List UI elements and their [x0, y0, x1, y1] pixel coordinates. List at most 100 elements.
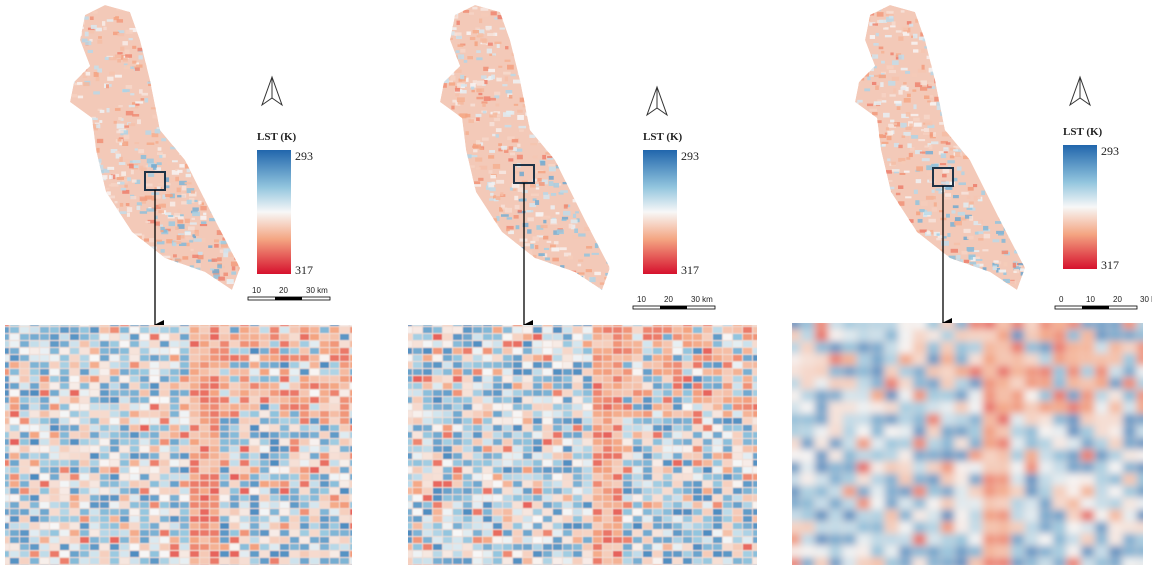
zoom-pixel	[160, 404, 169, 410]
map-pixel	[519, 129, 524, 132]
map-pixel	[192, 103, 200, 108]
zoom-pixel	[130, 446, 139, 452]
map-pixel	[604, 143, 609, 145]
map-pixel	[225, 118, 231, 123]
zoom-pixel	[200, 376, 209, 382]
map-pixel	[921, 201, 928, 206]
map-pixel	[934, 202, 937, 206]
zoom-pixel	[543, 481, 552, 487]
map-pixel	[488, 274, 492, 279]
zoom-pixel	[210, 467, 219, 473]
map-pixel	[912, 74, 917, 77]
zoom-pixel	[713, 488, 722, 494]
zoom-pixel	[320, 376, 329, 382]
map-pixel	[584, 116, 589, 120]
map-pixel	[210, 292, 216, 296]
map-pixel	[492, 182, 496, 185]
zoom-pixel	[310, 530, 319, 536]
zoom-pixel	[270, 362, 279, 368]
zoom-pixel	[170, 537, 179, 543]
map-pixel	[550, 70, 555, 75]
zoom-pixel	[140, 432, 149, 438]
zoom-pixel	[723, 467, 732, 473]
map-pixel	[921, 271, 928, 276]
map-pixel	[551, 49, 555, 53]
map-pixel	[125, 245, 132, 248]
zoom-pixel	[413, 488, 422, 494]
zoom-pixel	[0, 418, 9, 424]
map-pixel	[526, 76, 530, 79]
zoom-pixel	[633, 509, 642, 515]
map-pixel	[582, 60, 589, 65]
zoom-pixel	[40, 460, 49, 466]
zoom-pixel	[693, 509, 702, 515]
zoom-pixel	[673, 355, 682, 361]
zoom-pixel	[463, 509, 472, 515]
zoom-pixel	[320, 439, 329, 445]
map	[435, 5, 623, 297]
zoom-pixel	[90, 376, 99, 382]
map-pixel	[504, 294, 511, 296]
map-pixel	[576, 38, 582, 41]
map-pixel	[863, 251, 869, 254]
zoom-pixel	[100, 453, 109, 459]
map-pixel	[440, 173, 445, 177]
zoom-pixel	[513, 355, 522, 361]
zoom-pixel	[673, 418, 682, 424]
map-pixel	[185, 219, 190, 223]
zoom-pixel	[443, 341, 452, 347]
zoom-pixel	[673, 390, 682, 396]
map-pixel	[881, 243, 884, 248]
map-pixel	[937, 105, 944, 110]
zoom-pixel	[753, 495, 762, 501]
map-pixel	[949, 62, 954, 67]
map-pixel	[72, 130, 75, 133]
zoom-pixel	[10, 404, 19, 410]
zoom-pixel	[210, 523, 219, 529]
zoom-pixel	[513, 411, 522, 417]
zoom-pixel	[503, 558, 512, 564]
map-pixel	[991, 191, 997, 195]
zoom-pixel	[463, 383, 472, 389]
zoom-pixel	[180, 383, 189, 389]
map-pixel	[99, 218, 107, 221]
map-pixel	[511, 10, 517, 12]
zoom-pixel	[140, 341, 149, 347]
scale-label: 20	[279, 286, 288, 295]
map-pixel	[74, 5, 81, 7]
zoom-pixel	[703, 495, 712, 501]
zoom-pixel	[643, 509, 652, 515]
zoom-pixel	[330, 565, 339, 570]
map-pixel	[238, 12, 243, 17]
map-pixel	[563, 119, 570, 122]
panel: LST (K)2933170102030 km	[782, 5, 1152, 570]
zoom-pixel	[100, 495, 109, 501]
zoom-pixel	[210, 369, 219, 375]
zoom-pixel	[593, 397, 602, 403]
zoom-pixel	[733, 558, 742, 564]
zoom-pixel	[603, 488, 612, 494]
zoom-pixel	[260, 558, 269, 564]
zoom-pixel	[220, 327, 229, 333]
zoom-pixel	[200, 467, 209, 473]
zoom-pixel	[443, 558, 452, 564]
zoom-pixel	[80, 376, 89, 382]
zoom-pixel	[300, 495, 309, 501]
zoom-pixel	[320, 467, 329, 473]
map-pixel	[460, 199, 466, 203]
map-pixel	[103, 235, 106, 237]
zoom-pixel	[413, 537, 422, 543]
zoom-pixel	[703, 439, 712, 445]
map-pixel	[446, 51, 450, 55]
zoom-pixel	[473, 502, 482, 508]
map-pixel	[482, 137, 489, 140]
zoom-pixel	[613, 369, 622, 375]
zoom-pixel	[423, 460, 432, 466]
zoom-pixel	[70, 523, 79, 529]
zoom-pixel	[40, 509, 49, 515]
zoom-pixel	[140, 509, 149, 515]
map-pixel	[555, 16, 561, 19]
map-pixel	[585, 101, 591, 103]
zoom-pixel	[613, 404, 622, 410]
zoom-pixel	[633, 516, 642, 522]
